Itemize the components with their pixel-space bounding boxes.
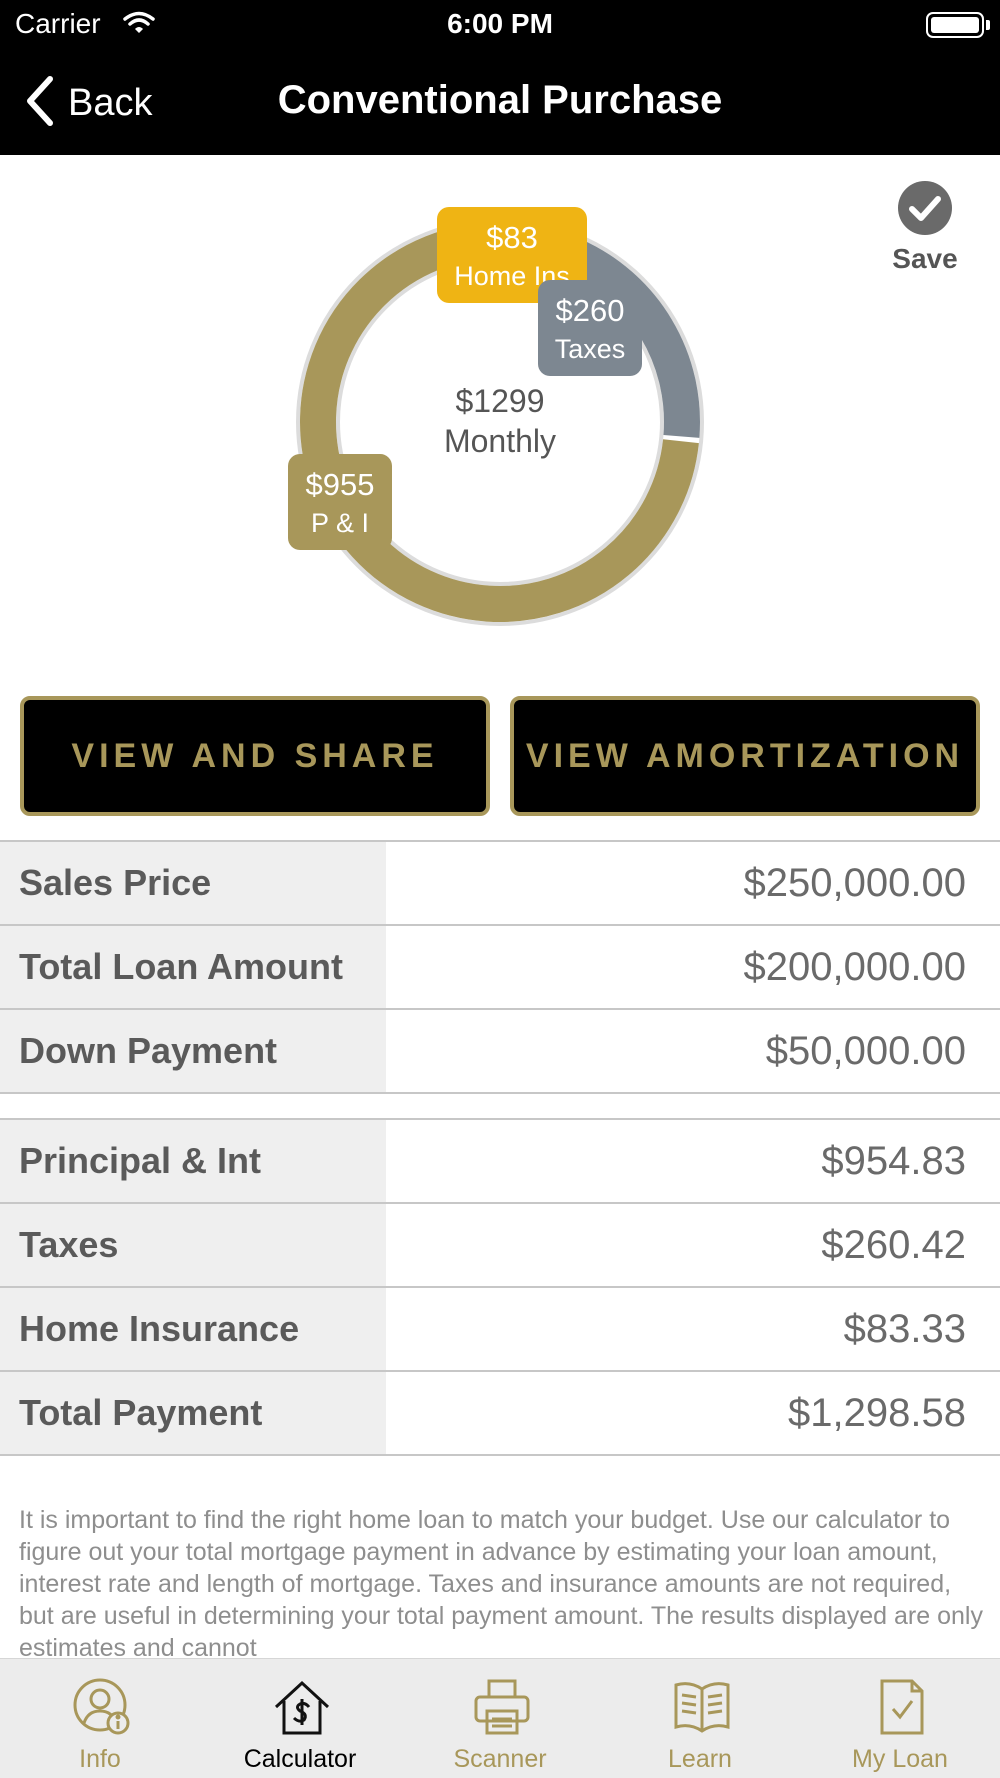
carrier-label: Carrier <box>15 8 101 39</box>
row-value[interactable]: $954.83 <box>386 1120 1000 1202</box>
table-row[interactable]: Total Loan Amount $200,000.00 <box>0 926 1000 1010</box>
donut-segment <box>566 239 700 438</box>
chart-center-label: Monthly <box>444 423 556 459</box>
row-label: Down Payment <box>0 1010 386 1092</box>
row-label: Sales Price <box>0 842 386 924</box>
chevron-left-icon <box>26 75 54 131</box>
table-row[interactable]: Principal & Int $954.83 <box>0 1120 1000 1204</box>
payment-donut-chart: $1299 Monthly $83 Home Ins $260 Taxes $955 P … <box>280 190 720 650</box>
wifi-icon <box>123 11 155 40</box>
segment-label: P & I <box>311 508 369 538</box>
row-label: Taxes <box>0 1204 386 1286</box>
battery-tip <box>986 20 990 30</box>
loan-summary-table: Sales Price $250,000.00 Total Loan Amoun… <box>0 840 1000 1094</box>
save-label: Save <box>892 243 958 274</box>
row-value[interactable]: $50,000.00 <box>386 1010 1000 1092</box>
row-label: Home Insurance <box>0 1288 386 1370</box>
tab-label: Info <box>79 1745 121 1773</box>
table-row[interactable]: Sales Price $250,000.00 <box>0 842 1000 926</box>
tab-label: My Loan <box>852 1745 948 1773</box>
segment-badge: $260 Taxes <box>538 280 642 376</box>
tab-info[interactable]: Info <box>0 1659 200 1778</box>
table-row[interactable]: Total Payment $1,298.58 <box>0 1372 1000 1456</box>
page-title: Conventional Purchase <box>277 78 723 122</box>
tab-label: Calculator <box>243 1745 357 1773</box>
segment-amount: $83 <box>486 220 538 255</box>
back-button[interactable]: Back <box>26 75 153 131</box>
row-value: $1,298.58 <box>386 1372 1000 1454</box>
table-row[interactable]: Down Payment $50,000.00 <box>0 1010 1000 1094</box>
table-row[interactable]: Taxes $260.42 <box>0 1204 1000 1288</box>
row-value[interactable]: $260.42 <box>386 1204 1000 1286</box>
view-amortization-button[interactable]: VIEW AMORTIZATION <box>510 696 980 816</box>
status-bar: Carrier 6:00 PM <box>0 0 1000 50</box>
segment-amount: $260 <box>556 293 625 328</box>
check-circle-icon <box>897 181 953 240</box>
payment-breakdown-table: Principal & Int $954.83 Taxes $260.42 Ho… <box>0 1118 1000 1456</box>
chart-center-amount: $1299 <box>456 383 545 419</box>
row-value[interactable]: $250,000.00 <box>386 842 1000 924</box>
row-value[interactable]: $200,000.00 <box>386 926 1000 1008</box>
tab-bar: Info Calculator Scanner <box>0 1658 1000 1778</box>
tab-label: Learn <box>668 1745 732 1773</box>
view-and-share-button[interactable]: VIEW AND SHARE <box>20 696 490 816</box>
row-label: Principal & Int <box>0 1120 386 1202</box>
segment-label: Taxes <box>555 334 626 364</box>
tab-scanner[interactable]: Scanner <box>400 1659 600 1778</box>
battery-icon <box>926 12 984 38</box>
table-row[interactable]: Home Insurance $83.33 <box>0 1288 1000 1372</box>
row-value[interactable]: $83.33 <box>386 1288 1000 1370</box>
row-label: Total Payment <box>0 1372 386 1454</box>
top-bar: Carrier 6:00 PM Back Conventional Purcha… <box>0 0 1000 155</box>
row-label: Total Loan Amount <box>0 926 386 1008</box>
segment-amount: $955 <box>306 467 375 502</box>
save-button[interactable]: Save <box>880 180 970 275</box>
tab-my-loan[interactable]: My Loan <box>800 1659 1000 1778</box>
status-time: 6:00 PM <box>447 8 553 39</box>
tab-learn[interactable]: Learn <box>600 1659 800 1778</box>
segment-badge: $955 P & I <box>288 454 392 550</box>
tab-calculator[interactable]: Calculator <box>200 1659 400 1778</box>
back-label: Back <box>68 81 153 124</box>
tab-label: Scanner <box>453 1745 547 1773</box>
disclaimer-text: It is important to find the right home l… <box>19 1506 983 1658</box>
